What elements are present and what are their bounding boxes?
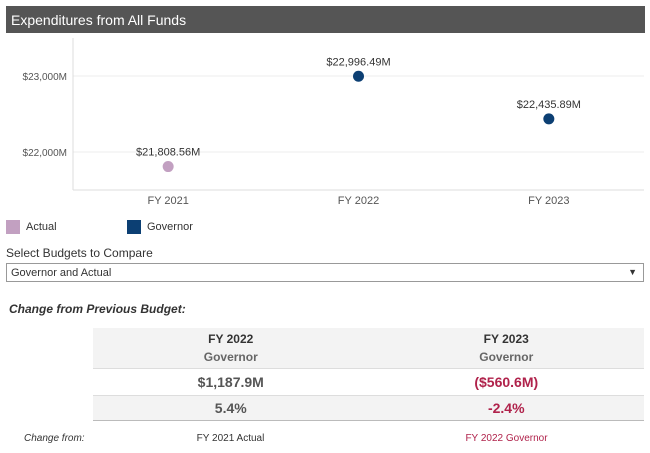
y-tick-label: $23,000M [23,72,67,83]
data-label: $22,996.49M [326,56,390,68]
column-budget-label: Governor [479,350,534,364]
dropdown-arrow-icon[interactable]: ▼ [628,267,637,277]
column-header-fy2022: FY 2022 Governor [93,328,369,368]
change-percent-fy2022: 5.4% [214,400,247,416]
legend-swatch-actual [6,220,20,234]
change-percent-row: 5.4% -2.4% [93,395,644,421]
change-amount-row: $1,187.9M ($560.6M) [93,368,644,395]
data-point-actual [162,161,174,173]
legend-label-governor: Governor [147,221,193,233]
change-from-label: Change from: [24,433,85,444]
budget-compare-value: Governor and Actual [11,266,112,279]
change-amount-fy2023: ($560.6M) [474,374,539,390]
data-label: $22,435.89M [517,99,581,111]
data-point-governor [543,113,555,125]
y-tick-label: $22,000M [23,148,67,159]
change-table: FY 2022 Governor FY 2023 Governor $1,187… [93,328,644,421]
x-tick-label: FY 2021 [147,195,188,207]
select-budgets-label: Select Budgets to Compare [6,246,153,260]
x-tick-label: FY 2023 [528,195,569,207]
budget-compare-select[interactable]: Governor and Actual ▼ [6,263,644,282]
change-table-header: FY 2022 Governor FY 2023 Governor [93,328,644,368]
legend-label-actual: Actual [26,221,57,233]
data-label: $21,808.56M [136,147,200,159]
data-point-governor [353,70,364,82]
legend-item-governor[interactable]: Governor [127,220,193,234]
change-from-fy2022: FY 2021 Actual [196,433,265,444]
column-fy-label: FY 2023 [483,332,529,346]
expenditure-chart: $22,000M $23,000M FY 2021 FY 2022 FY 2023 $21… [23,38,644,207]
change-percent-fy2023: -2.4% [487,400,525,416]
change-amount-fy2022: $1,187.9M [197,374,264,390]
legend-item-actual[interactable]: Actual [6,220,57,234]
change-from-fy2023: FY 2022 Governor [465,433,548,444]
change-section-title: Change from Previous Budget: [9,302,186,316]
chart-title: Expenditures from All Funds [6,6,645,33]
legend-swatch-governor [127,220,141,234]
x-tick-label: FY 2022 [338,195,379,207]
column-header-fy2023: FY 2023 Governor [369,328,645,368]
column-budget-label: Governor [203,350,258,364]
column-fy-label: FY 2022 [208,332,254,346]
